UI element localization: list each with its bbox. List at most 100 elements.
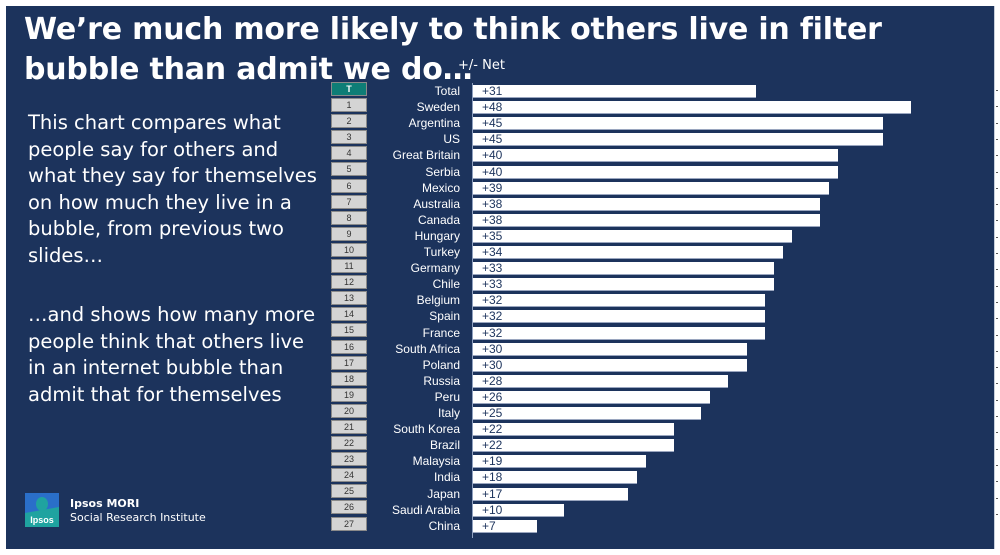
category-label: Great Britain bbox=[392, 148, 460, 163]
chart-title: +/- Net bbox=[458, 58, 505, 73]
category-label: France bbox=[422, 325, 460, 340]
data-label: +39 bbox=[482, 180, 503, 195]
data-label: +38 bbox=[482, 212, 503, 227]
bar bbox=[473, 117, 884, 131]
row-number[interactable]: 21 bbox=[331, 419, 367, 434]
category-label: China bbox=[428, 518, 460, 533]
slide-edge bbox=[994, 6, 995, 549]
edge-marker bbox=[996, 383, 998, 385]
data-label: +32 bbox=[482, 309, 503, 324]
edge-marker bbox=[996, 155, 998, 157]
row-number[interactable]: 18 bbox=[331, 371, 367, 386]
row-number[interactable]: 23 bbox=[331, 452, 367, 467]
edge-marker bbox=[996, 90, 998, 91]
data-label: +33 bbox=[482, 261, 503, 276]
bar bbox=[473, 197, 820, 211]
row-number[interactable]: 27 bbox=[331, 516, 367, 531]
bar bbox=[473, 358, 747, 372]
category-label: India bbox=[433, 470, 460, 485]
category-label: South Africa bbox=[395, 341, 460, 356]
row-number[interactable]: 20 bbox=[331, 403, 367, 418]
data-label: +31 bbox=[482, 84, 503, 98]
row-number[interactable]: 4 bbox=[331, 146, 367, 161]
row-number[interactable]: 24 bbox=[331, 468, 367, 483]
row-number[interactable]: 16 bbox=[331, 339, 367, 354]
row-number[interactable]: 12 bbox=[331, 275, 367, 290]
edge-marker bbox=[996, 464, 998, 466]
row-number[interactable]: 14 bbox=[331, 307, 367, 322]
logo-text: Ipsos MORI Social Research Institute bbox=[70, 497, 206, 525]
edge-marker bbox=[996, 416, 998, 417]
bar bbox=[473, 455, 647, 469]
row-number[interactable]: 7 bbox=[331, 194, 367, 209]
ipsos-logo-icon: Ipsos bbox=[25, 493, 59, 527]
data-label: +48 bbox=[482, 100, 503, 115]
row-number[interactable]: 22 bbox=[331, 436, 367, 451]
row-number[interactable]: 8 bbox=[331, 210, 367, 225]
edge-marker bbox=[996, 448, 998, 450]
row-number[interactable]: 13 bbox=[331, 291, 367, 306]
edge-marker bbox=[996, 301, 998, 303]
row-number[interactable]: 19 bbox=[331, 387, 367, 402]
category-label: Belgium bbox=[416, 293, 460, 308]
bar bbox=[473, 471, 638, 485]
bar bbox=[473, 294, 765, 308]
category-label: Poland bbox=[422, 357, 460, 372]
data-label: +10 bbox=[482, 502, 503, 517]
data-label: +7 bbox=[482, 518, 496, 533]
row-number[interactable]: 5 bbox=[331, 162, 367, 177]
category-label: Malaysia bbox=[412, 454, 460, 469]
bar bbox=[473, 278, 774, 292]
row-number-total[interactable]: T bbox=[331, 82, 367, 96]
category-label: Spain bbox=[429, 309, 460, 324]
edge-marker bbox=[996, 432, 998, 434]
row-number[interactable]: 10 bbox=[331, 242, 367, 257]
bar bbox=[473, 342, 747, 356]
row-number[interactable]: 2 bbox=[331, 114, 367, 129]
logo-accent bbox=[25, 507, 59, 527]
row-number[interactable]: 9 bbox=[331, 226, 367, 241]
logo-division: Social Research Institute bbox=[70, 511, 206, 524]
data-label: +40 bbox=[482, 164, 503, 179]
data-label: +19 bbox=[482, 454, 503, 469]
bar bbox=[473, 439, 674, 453]
row-number[interactable]: 26 bbox=[331, 500, 367, 515]
edge-marker bbox=[996, 122, 998, 124]
category-label: Italy bbox=[437, 406, 460, 420]
data-label: +30 bbox=[482, 357, 503, 372]
edge-marker bbox=[996, 481, 998, 483]
edge-marker bbox=[996, 220, 998, 222]
data-label: +22 bbox=[482, 422, 503, 437]
data-label: +45 bbox=[482, 116, 503, 131]
category-label: Argentina bbox=[408, 116, 460, 131]
row-number[interactable]: 3 bbox=[331, 130, 367, 145]
edge-marker bbox=[996, 253, 998, 254]
row-number[interactable]: 17 bbox=[331, 355, 367, 370]
logo-brand: Ipsos MORI bbox=[70, 497, 140, 510]
row-number[interactable]: 11 bbox=[331, 259, 367, 274]
data-label: +25 bbox=[482, 406, 503, 420]
bar bbox=[473, 181, 829, 195]
edge-marker bbox=[996, 399, 998, 401]
row-number[interactable]: 1 bbox=[331, 98, 367, 113]
edge-marker bbox=[996, 513, 998, 515]
body-paragraph-1: This chart compares what people say for … bbox=[28, 111, 317, 267]
category-label: Saudi Arabia bbox=[391, 502, 460, 517]
category-label: Peru bbox=[434, 389, 460, 404]
slide-title: We’re much more likely to think others l… bbox=[24, 12, 882, 87]
category-label: Chile bbox=[432, 277, 460, 292]
row-number[interactable]: 15 bbox=[331, 323, 367, 338]
category-label: Turkey bbox=[423, 245, 460, 259]
data-label: +17 bbox=[482, 486, 503, 501]
row-number[interactable]: 25 bbox=[331, 484, 367, 499]
data-label: +34 bbox=[482, 245, 503, 259]
data-label: +38 bbox=[482, 196, 503, 211]
row-number-column: T 1 2 3 4 5 6 7 8 9 10 11 12 13 14 15 16 17 18 19 20 21 22 23 24… bbox=[331, 82, 367, 533]
data-label: +40 bbox=[482, 148, 503, 163]
bar bbox=[473, 503, 565, 517]
row-number[interactable]: 6 bbox=[331, 178, 367, 193]
slide-edge-markers bbox=[994, 90, 1000, 530]
bar bbox=[473, 85, 756, 98]
bar bbox=[473, 326, 765, 340]
data-label: +30 bbox=[482, 341, 503, 356]
